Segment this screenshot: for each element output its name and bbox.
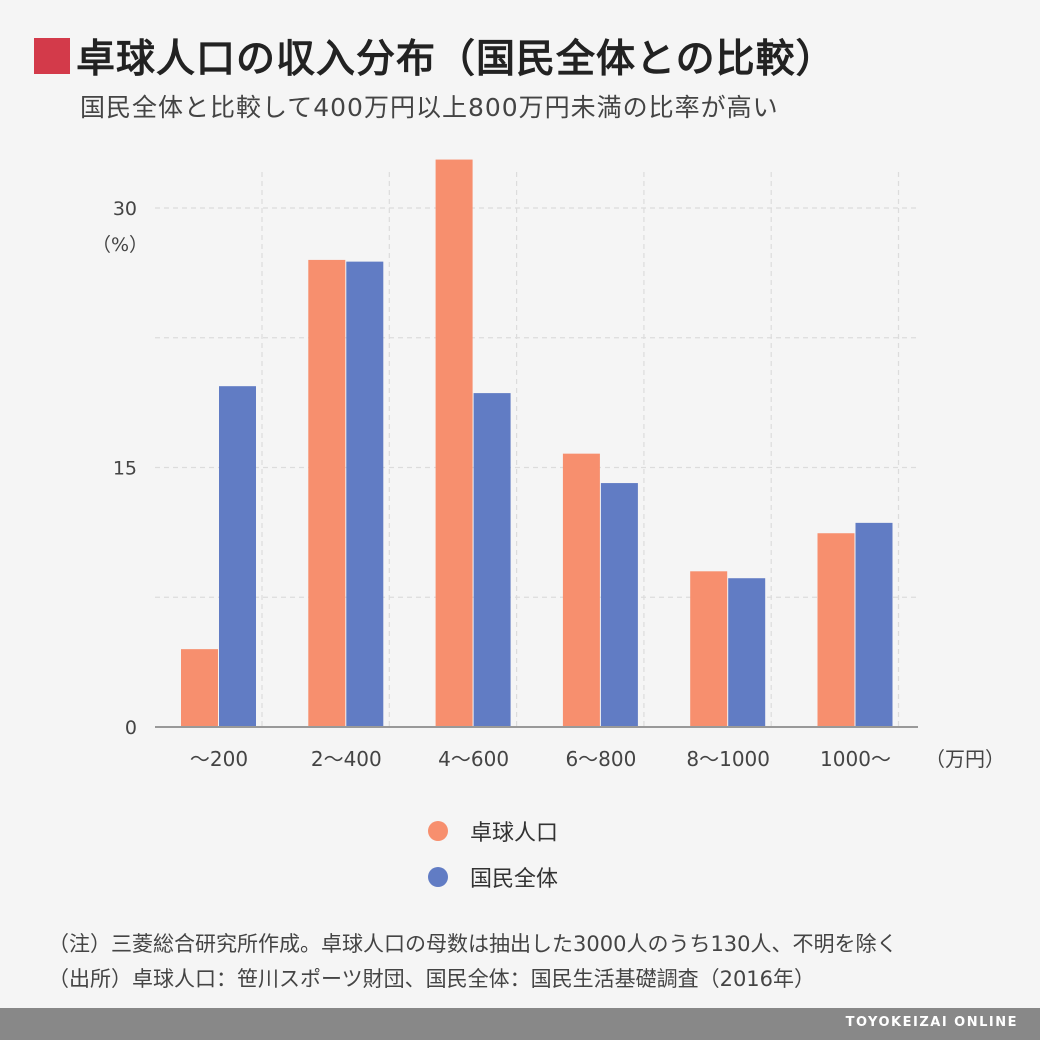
bar-table-tennis [435,159,473,727]
legend-label-nation: 国民全体 [470,867,559,892]
x-axis-label: （万円） [925,747,1005,771]
y-tick-label: 15 [113,458,137,480]
legend-item-table-tennis: 卓球人口 [428,808,558,854]
bar-nation [219,386,256,727]
x-tick-label: 4～600 [438,747,509,771]
title-marker [34,38,70,74]
x-tick-label: 1000～ [820,747,891,771]
y-tick-label: 30 [113,198,137,220]
bar-table-tennis [308,259,346,727]
y-axis-label: （%） [92,234,148,256]
source-text: （出所）卓球人口：笹川スポーツ財団、国民全体：国民生活基礎調査（2016年） [48,967,816,991]
x-tick-label: 6～800 [565,747,636,771]
bar-table-tennis [690,571,728,727]
legend-item-nation: 国民全体 [428,854,558,900]
bar-nation [600,483,638,727]
chart-title: 卓球人口の収入分布（国民全体との比較） [76,37,836,82]
legend-label-table-tennis: 卓球人口 [470,821,559,846]
y-tick-label: 0 [125,717,137,739]
bar-table-tennis [817,533,855,727]
bar-nation [855,522,893,727]
footer-bar: TOYOKEIZAI ONLINE [0,1008,1040,1040]
bar-nation [728,578,766,727]
bar-table-tennis [181,649,218,727]
legend: 卓球人口 国民全体 [428,808,558,900]
bar-chart: 0 15 30 （%） ～200 2～400 4～600 6～800 8～1000 1000～ （万… [92,159,1005,771]
x-tick-label: 2～400 [311,747,382,771]
bar-nation [346,261,384,727]
footer-brand: TOYOKEIZAI ONLINE [845,1015,1018,1030]
note-text: （注）三菱総合研究所作成。卓球人口の母数は抽出した3000人のうち130人、不明… [48,932,898,956]
legend-dot-nation [428,867,448,887]
bar-nation [473,393,511,727]
x-tick-label: ～200 [190,747,248,771]
title-row: 卓球人口の収入分布（国民全体との比較） [34,26,836,86]
x-tick-label: 8～1000 [686,747,770,771]
legend-dot-table-tennis [428,821,448,841]
chart-subtitle: 国民全体と比較して400万円以上800万円未満の比率が高い [80,93,779,122]
bar-table-tennis [562,453,600,727]
